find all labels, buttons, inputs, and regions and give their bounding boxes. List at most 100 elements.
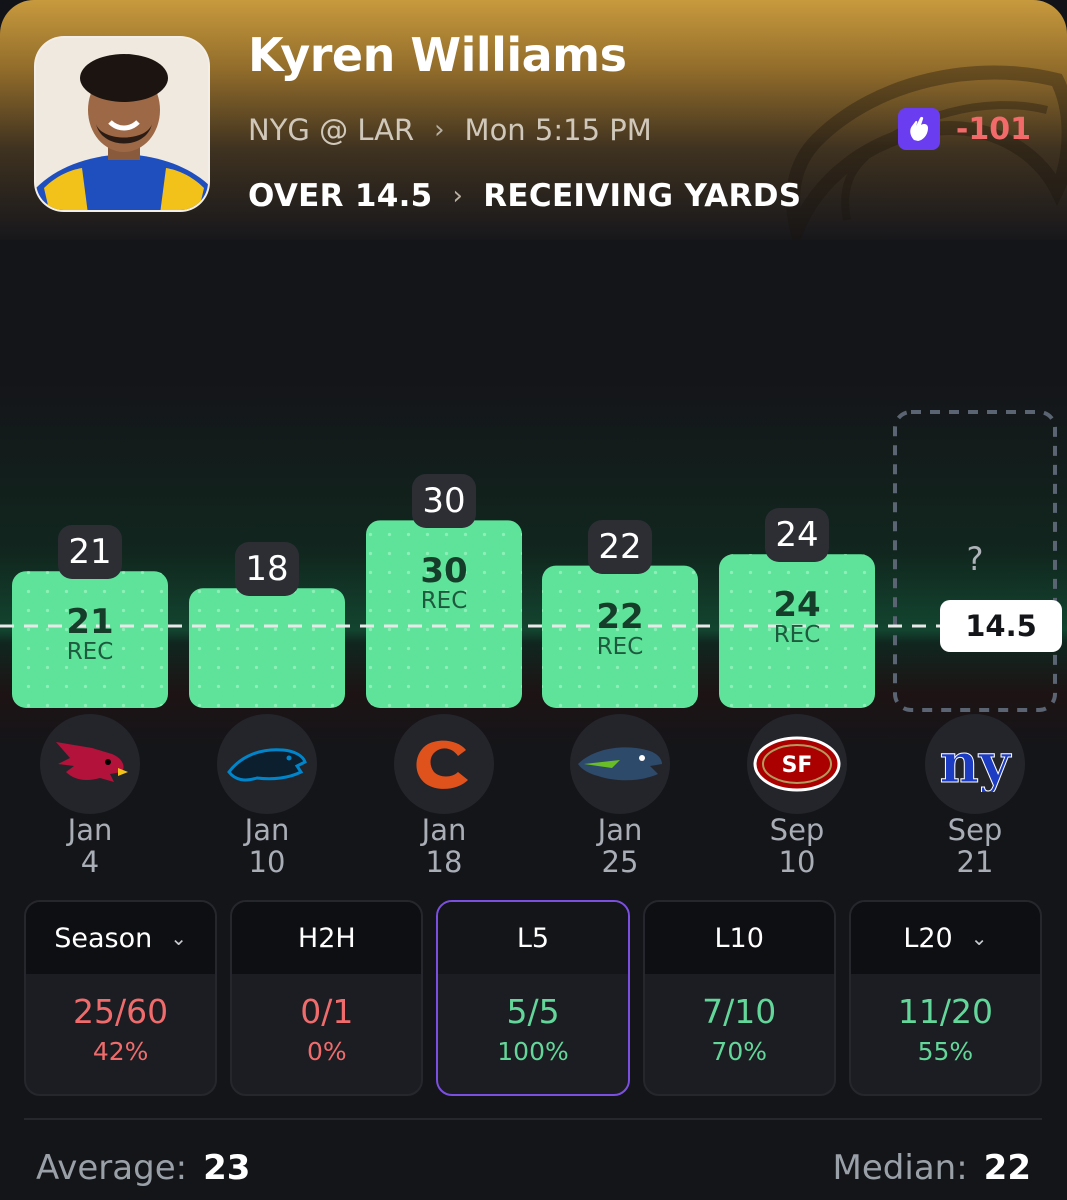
hit-percent: 70% — [711, 1037, 767, 1066]
player-photo-icon — [36, 38, 208, 210]
matchup-row[interactable]: NYG @ LAR › Mon 5:15 PM — [248, 110, 652, 150]
tab-label: L5 — [516, 922, 550, 954]
chevron-right-icon: › — [434, 115, 445, 145]
game-column[interactable]: Jan 18 — [394, 714, 494, 878]
underdog-hand-icon — [897, 108, 940, 150]
game-column[interactable]: Jan 4 — [40, 714, 140, 878]
hit-percent: 42% — [92, 1037, 149, 1066]
player-avatar — [34, 36, 210, 212]
tab-l10-header: L10 — [644, 902, 834, 974]
bar-inner-label: 22 REC — [542, 600, 698, 660]
bears-logo-icon — [394, 714, 494, 814]
bar-inner-unit: REC — [773, 622, 821, 649]
game-day: 18 — [425, 845, 463, 879]
average-value: 23 — [203, 1148, 251, 1188]
tab-l20-header: L20 ⌄ — [850, 902, 1041, 974]
average-stat: Average: 23 — [36, 1148, 250, 1188]
player-name: Kyren Williams — [248, 28, 627, 82]
tab-label: L20 — [903, 922, 953, 954]
bar-value-label: 21 — [58, 525, 122, 580]
giants-logo-icon: ny — [925, 714, 1025, 814]
tab-season-header: Season ⌄ — [26, 902, 216, 974]
bar-inner-value: 22 — [596, 596, 644, 637]
bar-value-label: 24 — [765, 508, 829, 563]
hit-rate-tabs: Season ⌄ 25/60 42% H2H 0/1 0% L5 5/5 1 — [24, 900, 1043, 1096]
game-column[interactable]: SF Sep 10 — [747, 714, 847, 878]
game-month: Jan — [421, 813, 467, 847]
odds-badge[interactable]: -101 — [897, 108, 1031, 150]
game-day: 21 — [956, 845, 994, 879]
average-label: Average: — [36, 1148, 188, 1188]
tab-label: H2H — [297, 922, 356, 954]
bar-inner-unit: REC — [66, 639, 114, 666]
bar-inner-unit: REC — [420, 588, 468, 615]
hit-record: 7/10 — [702, 992, 777, 1031]
median-stat: Median: 22 — [833, 1148, 1031, 1188]
prop-market: RECEIVING YARDS — [483, 178, 802, 214]
game-bar[interactable] — [366, 520, 522, 708]
49ers-logo-icon: SF — [747, 714, 847, 814]
game-month: Sep — [947, 813, 1003, 847]
game-day: 10 — [778, 845, 816, 879]
bar-dot-texture — [542, 565, 698, 708]
hit-record: 11/20 — [897, 992, 993, 1031]
upcoming-game-placeholder — [893, 410, 1057, 712]
tab-l5[interactable]: L5 5/5 100% — [436, 900, 630, 1096]
odds-value: -101 — [955, 111, 1031, 147]
game-month: Sep — [769, 813, 825, 847]
game-bar[interactable] — [719, 554, 875, 708]
game-log-bars — [0, 410, 1057, 712]
tab-l10[interactable]: L10 7/10 70% — [642, 900, 836, 1096]
bar-inner-unit: REC — [596, 633, 644, 660]
game-month: Jan — [67, 813, 113, 847]
game-bar[interactable] — [542, 565, 698, 708]
bar-dot-texture — [12, 571, 168, 708]
chevron-down-icon: ⌄ — [970, 926, 988, 950]
bar-value-label: 18 — [235, 542, 299, 597]
hit-record: 0/1 — [300, 992, 354, 1031]
chevron-down-icon: ⌄ — [170, 926, 187, 950]
median-value: 22 — [983, 1148, 1031, 1188]
game-day: 25 — [601, 845, 639, 879]
bar-dot-texture — [719, 554, 875, 708]
bar-inner-value: 30 — [420, 551, 468, 592]
game-day: 4 — [80, 845, 100, 879]
game-bar[interactable] — [12, 571, 168, 708]
tab-h2h[interactable]: H2H 0/1 0% — [230, 900, 424, 1096]
game-day: 10 — [248, 845, 286, 879]
game-column[interactable]: ny Sep 21 — [925, 714, 1025, 878]
rams-horn-watermark-icon — [786, 65, 1067, 240]
upcoming-game-label: ? — [966, 540, 984, 578]
chevron-right-icon: › — [452, 181, 464, 211]
hit-record: 25/60 — [73, 992, 169, 1031]
prop-side: OVER 14.5 — [248, 178, 433, 214]
tab-label: L10 — [714, 922, 764, 954]
tab-h2h-header: H2H — [232, 902, 422, 974]
game-time: Mon 5:15 PM — [464, 113, 652, 147]
game-column[interactable]: Jan 25 — [570, 714, 670, 878]
bar-dot-texture — [366, 520, 522, 708]
panthers-logo-icon — [217, 714, 317, 814]
bar-inner-label: 21 REC — [12, 605, 168, 665]
game-column[interactable]: Jan 10 — [217, 714, 317, 878]
hit-percent: 0% — [306, 1037, 347, 1066]
divider — [24, 1118, 1042, 1120]
player-header: Kyren Williams NYG @ LAR › Mon 5:15 PM O… — [0, 0, 1067, 240]
bar-inner-label: 30 REC — [366, 554, 522, 614]
bar-inner-value: 24 — [773, 585, 821, 626]
game-month: Jan — [597, 813, 643, 847]
prop-row[interactable]: OVER 14.5 › RECEIVING YARDS — [248, 176, 801, 216]
bar-value-label: 30 — [412, 474, 476, 529]
cardinals-logo-icon — [40, 714, 140, 814]
prop-line-value: 14.5 — [940, 600, 1062, 652]
tab-l5-header: L5 — [438, 902, 628, 974]
tab-season[interactable]: Season ⌄ 25/60 42% — [24, 900, 218, 1096]
svg-text:ny: ny — [940, 736, 1012, 792]
svg-text:SF: SF — [782, 753, 813, 778]
bar-value-label: 22 — [588, 519, 652, 574]
bar-inner-label: 24 REC — [719, 588, 875, 648]
tab-l20[interactable]: L20 ⌄ 11/20 55% — [848, 900, 1043, 1096]
game-bar[interactable] — [189, 588, 345, 708]
matchup-text: NYG @ LAR — [248, 113, 415, 147]
